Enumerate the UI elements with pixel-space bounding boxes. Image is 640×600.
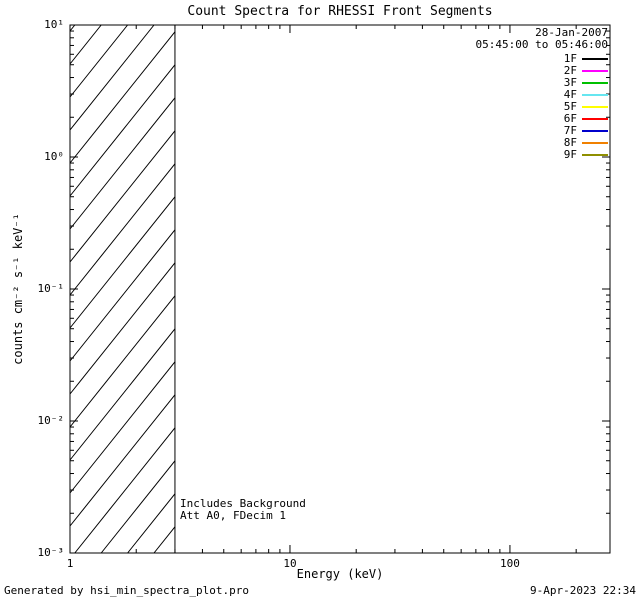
- legend-entries: 1F 2F 3F 4F 5F 6F 7F 8F 9F: [476, 53, 608, 161]
- legend-entry-line: [582, 142, 608, 144]
- legend-entry-line: [582, 70, 608, 72]
- legend-entry-label: 6F: [563, 112, 577, 125]
- plot-timestamp: 9-Apr-2023 22:34: [530, 584, 636, 597]
- legend-time-range: 05:45:00 to 05:46:00: [475, 38, 608, 51]
- legend-entry-line: [582, 130, 608, 132]
- legend-entry-label: 5F: [563, 100, 577, 113]
- legend: 28-Jan-2007 05:45:00 to 05:46:00 1F 2F 3F 4…: [476, 27, 608, 161]
- legend-date: 28-Jan-2007: [535, 26, 608, 39]
- annotation-includes-background: Includes Background: [180, 497, 306, 510]
- legend-entry-line: [582, 82, 608, 84]
- legend-entry-line: [582, 154, 608, 156]
- legend-entry-label: 3F: [563, 76, 577, 89]
- legend-entry-label: 9F: [563, 148, 577, 161]
- x-tick-label: 100: [500, 557, 520, 570]
- legend-entry: 2F: [476, 65, 608, 77]
- legend-entry: 9F: [476, 149, 608, 161]
- generator-credit: Generated by hsi_min_spectra_plot.pro: [4, 584, 250, 597]
- y-tick-label: 10¹: [44, 18, 64, 31]
- x-tick-label: 1: [66, 557, 74, 570]
- y-tick-label: 10⁻³: [37, 546, 65, 559]
- legend-entry-label: 4F: [563, 88, 577, 101]
- legend-entry: 7F: [476, 125, 608, 137]
- legend-entry-label: 1F: [563, 52, 577, 65]
- x-axis-label: Energy (keV): [296, 567, 384, 581]
- legend-entry: 5F: [476, 101, 608, 113]
- y-tick-label: 10⁻¹: [37, 282, 65, 295]
- hatched-region: [69, 24, 176, 554]
- legend-entry-line: [582, 58, 608, 60]
- legend-entry-label: 2F: [563, 64, 577, 77]
- legend-entry: 6F: [476, 113, 608, 125]
- legend-entry-line: [582, 94, 608, 96]
- legend-entry: 8F: [476, 137, 608, 149]
- legend-entry-line: [582, 118, 608, 120]
- legend-entry: 4F: [476, 89, 608, 101]
- legend-entry: 3F: [476, 77, 608, 89]
- y-tick-label: 10⁰: [44, 150, 64, 163]
- chart-title: Count Spectra for RHESSI Front Segments: [187, 4, 493, 19]
- x-tick-label: 10: [283, 557, 297, 570]
- legend-entry-label: 8F: [563, 136, 577, 149]
- y-tick-label: 10⁻²: [37, 414, 65, 427]
- annotation-attenuator-state: Att A0, FDecim 1: [180, 509, 286, 522]
- plot-annotations: Includes Background Att A0, FDecim 1: [180, 498, 306, 522]
- legend-entry-line: [582, 106, 608, 108]
- legend-entry-label: 7F: [563, 124, 577, 137]
- legend-entry: 1F: [476, 53, 608, 65]
